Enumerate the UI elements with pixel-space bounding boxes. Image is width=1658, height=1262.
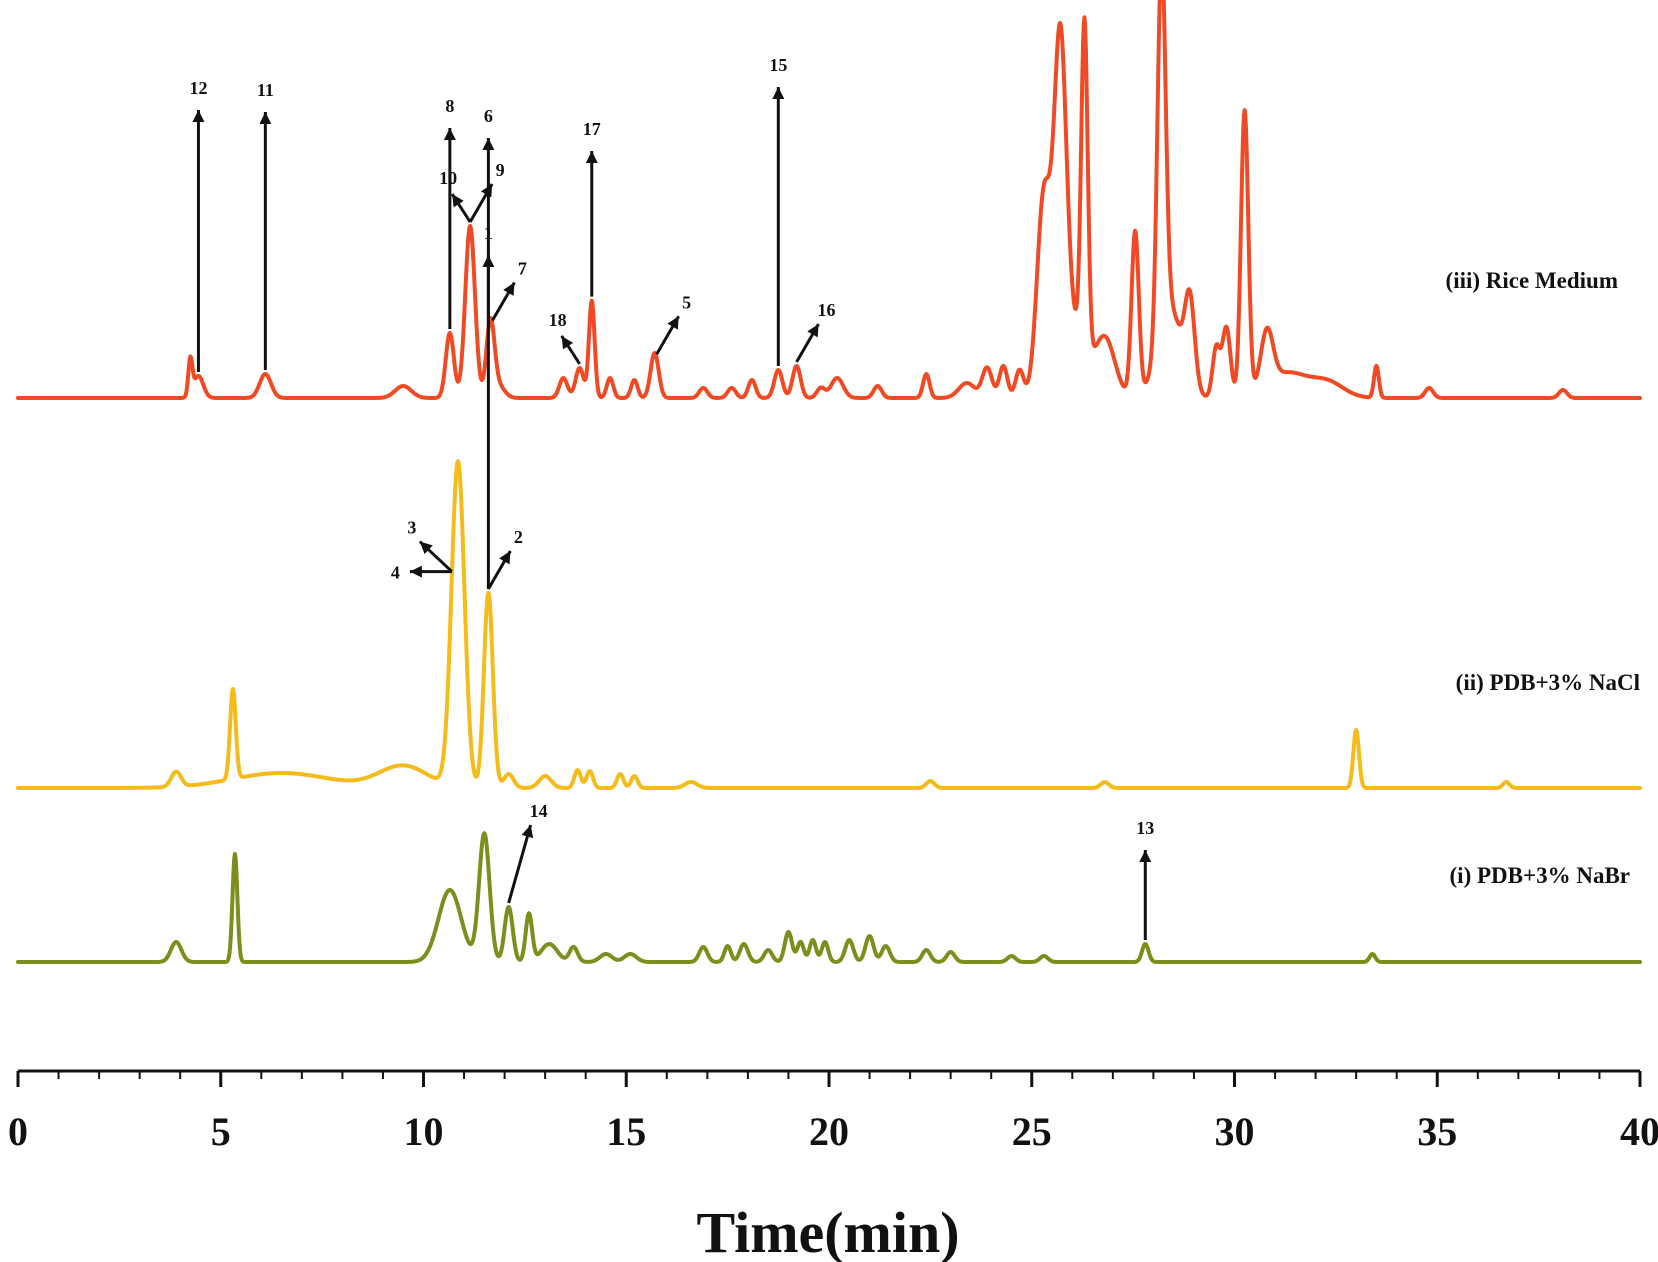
peak-label-5: 5 [682, 292, 691, 312]
series-labels: (iii) Rice Medium (ii) PDB+3% NaCl (i) PDB… [1446, 268, 1640, 888]
trace-2 [16, 459, 1642, 790]
series-label-3: (i) PDB+3% NaBr [1450, 863, 1630, 888]
peak-label-3: 3 [407, 518, 416, 538]
peak-annotation-8: 8 [443, 96, 456, 329]
peak-label-10: 10 [439, 168, 457, 188]
peak-annotation-18: 18 [549, 310, 581, 365]
peak-annotation-15: 15 [769, 55, 787, 366]
x-tick-label-30: 30 [1215, 1109, 1255, 1154]
peak-annotation-16: 16 [795, 300, 836, 363]
x-axis-ticks: 0 5 10 15 20 25 30 35 40 [8, 1071, 1658, 1154]
peak-label-11: 11 [257, 80, 274, 100]
traces [16, 0, 1642, 964]
x-tick-label-20: 20 [809, 1109, 849, 1154]
peak-annotation-17: 17 [583, 119, 601, 297]
x-tick-label-25: 25 [1012, 1109, 1052, 1154]
series-label-1: (iii) Rice Medium [1446, 268, 1618, 293]
peak-annotation-11: 11 [257, 80, 274, 370]
peak-annotation-7: 7 [491, 259, 527, 322]
peak-annotation-5: 5 [655, 292, 691, 356]
peak-label-1: 1 [484, 223, 493, 243]
x-axis: 0 5 10 15 20 25 30 35 40 Time(min) [8, 1069, 1658, 1262]
peak-annotation-12: 12 [189, 78, 207, 372]
trace-1 [16, 0, 1642, 400]
peak-annotation-10: 10 [439, 168, 472, 223]
peak-label-14: 14 [530, 801, 548, 821]
peak-label-13: 13 [1136, 818, 1154, 838]
peak-label-7: 7 [518, 259, 527, 279]
peak-label-17: 17 [583, 119, 601, 139]
peak-annotation-2: 2 [487, 527, 523, 590]
peak-label-15: 15 [769, 55, 787, 75]
series-label-2: (ii) PDB+3% NaCl [1456, 670, 1640, 695]
peak-label-12: 12 [189, 78, 207, 98]
x-tick-label-10: 10 [404, 1109, 444, 1154]
x-tick-label-40: 40 [1620, 1109, 1658, 1154]
peak-annotation-3: 3 [407, 518, 453, 573]
peak-label-9: 9 [496, 160, 505, 180]
x-tick-label-5: 5 [211, 1109, 231, 1154]
peak-label-8: 8 [445, 96, 454, 116]
peak-annotation-4: 4 [391, 563, 452, 583]
trace-3 [16, 831, 1642, 964]
x-tick-label-35: 35 [1417, 1109, 1457, 1154]
peak-annotation-14: 14 [507, 801, 548, 904]
peak-label-16: 16 [818, 300, 836, 320]
peak-label-4: 4 [391, 563, 400, 583]
peak-annotation-13: 13 [1136, 818, 1154, 940]
x-axis-title: Time(min) [696, 1200, 959, 1262]
peak-annotation-1: 1 [482, 223, 495, 589]
peak-label-2: 2 [514, 527, 523, 547]
x-tick-label-0: 0 [8, 1109, 28, 1154]
x-tick-label-15: 15 [606, 1109, 646, 1154]
peak-label-18: 18 [549, 310, 567, 330]
peak-label-6: 6 [484, 106, 493, 126]
